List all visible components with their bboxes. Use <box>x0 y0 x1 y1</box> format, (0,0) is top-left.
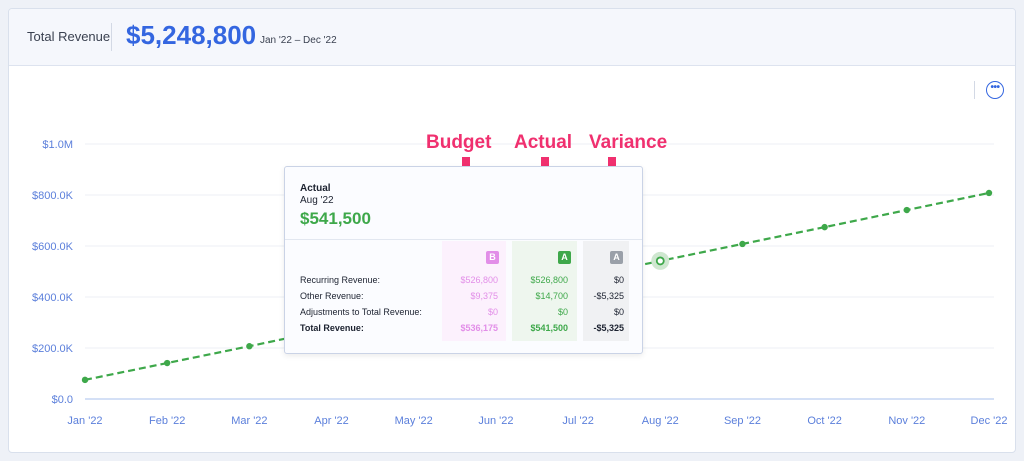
more-icon[interactable]: ••• <box>986 81 1004 99</box>
row-label: Recurring Revenue: <box>300 275 381 285</box>
tooltip-row: Adjustments to Total Revenue: $0 $0 $0 <box>285 305 642 321</box>
data-point[interactable] <box>821 223 828 231</box>
row-actual: $541,500 <box>530 323 568 333</box>
x-tick-label: Jun '22 <box>478 415 513 427</box>
row-variance: $0 <box>613 275 624 285</box>
x-tick-label: Feb '22 <box>149 415 185 427</box>
x-tick-label: Apr '22 <box>314 415 349 427</box>
revenue-line-chart: $0.0 $200.0K $400.0K $600.0K $800.0K $1.0M Ja… <box>32 132 1007 427</box>
x-tick-label: Oct '22 <box>807 415 842 427</box>
data-point[interactable] <box>739 240 746 248</box>
x-tick-label: Jan '22 <box>67 415 102 427</box>
data-point[interactable] <box>246 343 253 350</box>
y-tick-label: $1.0M <box>42 139 73 151</box>
date-range: Jan '22 – Dec '22 <box>260 35 337 46</box>
data-point-highlight[interactable] <box>655 256 665 266</box>
row-actual: $14,700 <box>535 291 568 301</box>
row-budget: $9,375 <box>470 291 498 301</box>
x-tick-label: May '22 <box>395 415 433 427</box>
data-point[interactable] <box>985 189 993 197</box>
x-tick-label: Mar '22 <box>231 415 267 427</box>
y-tick-label: $0.0 <box>52 394 73 406</box>
data-tooltip: Actual Aug '22 $541,500 B A A Recurring … <box>284 166 643 354</box>
y-axis: $0.0 $200.0K $400.0K $600.0K $800.0K $1.0M <box>32 139 74 406</box>
row-variance: $0 <box>613 307 624 317</box>
x-tick-label: Aug '22 <box>642 415 679 427</box>
row-variance: -$5,325 <box>593 323 624 333</box>
x-tick-label: Dec '22 <box>971 415 1008 427</box>
callout-budget: Budget <box>426 132 492 153</box>
y-tick-label: $600.0K <box>32 241 74 253</box>
row-budget: $536,175 <box>460 323 498 333</box>
tooltip-row: Recurring Revenue: $526,800 $526,800 $0 <box>285 273 642 289</box>
tooltip-month: Aug '22 <box>300 195 334 206</box>
row-label: Other Revenue: <box>300 291 364 301</box>
menu-divider <box>974 81 975 99</box>
actual-badge: A <box>558 251 571 264</box>
total-revenue-card: Total Revenue $5,248,800 Jan '22 – Dec '… <box>8 8 1016 453</box>
actual-series <box>81 189 993 384</box>
y-tick-label: $800.0K <box>32 190 74 202</box>
total-amount: $5,248,800 <box>126 20 257 50</box>
tooltip-value: $541,500 <box>300 209 371 228</box>
row-actual: $0 <box>557 307 568 317</box>
row-budget: $526,800 <box>460 275 498 285</box>
row-actual: $526,800 <box>530 275 568 285</box>
x-tick-label: Sep '22 <box>724 415 761 427</box>
x-tick-label: Nov '22 <box>888 415 925 427</box>
callout-variance: Variance <box>589 132 667 153</box>
data-point[interactable] <box>903 206 911 214</box>
card-header: Total Revenue $5,248,800 Jan '22 – Dec '… <box>9 9 1015 66</box>
row-variance: -$5,325 <box>593 291 624 301</box>
tooltip-row-total: Total Revenue: $536,175 $541,500 -$5,325 <box>285 321 642 337</box>
row-label: Total Revenue: <box>300 323 364 333</box>
card-title: Total Revenue <box>27 29 111 44</box>
data-point[interactable] <box>163 359 171 367</box>
y-tick-label: $400.0K <box>32 292 74 304</box>
tooltip-label: Actual <box>300 183 331 194</box>
budget-badge: B <box>486 251 499 264</box>
data-point[interactable] <box>81 376 89 384</box>
variance-badge: A <box>610 251 623 264</box>
callout-actual: Actual <box>514 132 572 153</box>
row-budget: $0 <box>487 307 498 317</box>
tooltip-row: Other Revenue: $9,375 $14,700 -$5,325 <box>285 289 642 305</box>
y-tick-label: $200.0K <box>32 343 74 355</box>
row-label: Adjustments to Total Revenue: <box>300 307 422 317</box>
tooltip-divider <box>285 239 642 240</box>
x-axis: Jan '22 Feb '22 Mar '22 Apr '22 May '22 Jun '… <box>67 415 1007 427</box>
x-tick-label: Jul '22 <box>562 415 593 427</box>
header-divider <box>111 23 112 51</box>
